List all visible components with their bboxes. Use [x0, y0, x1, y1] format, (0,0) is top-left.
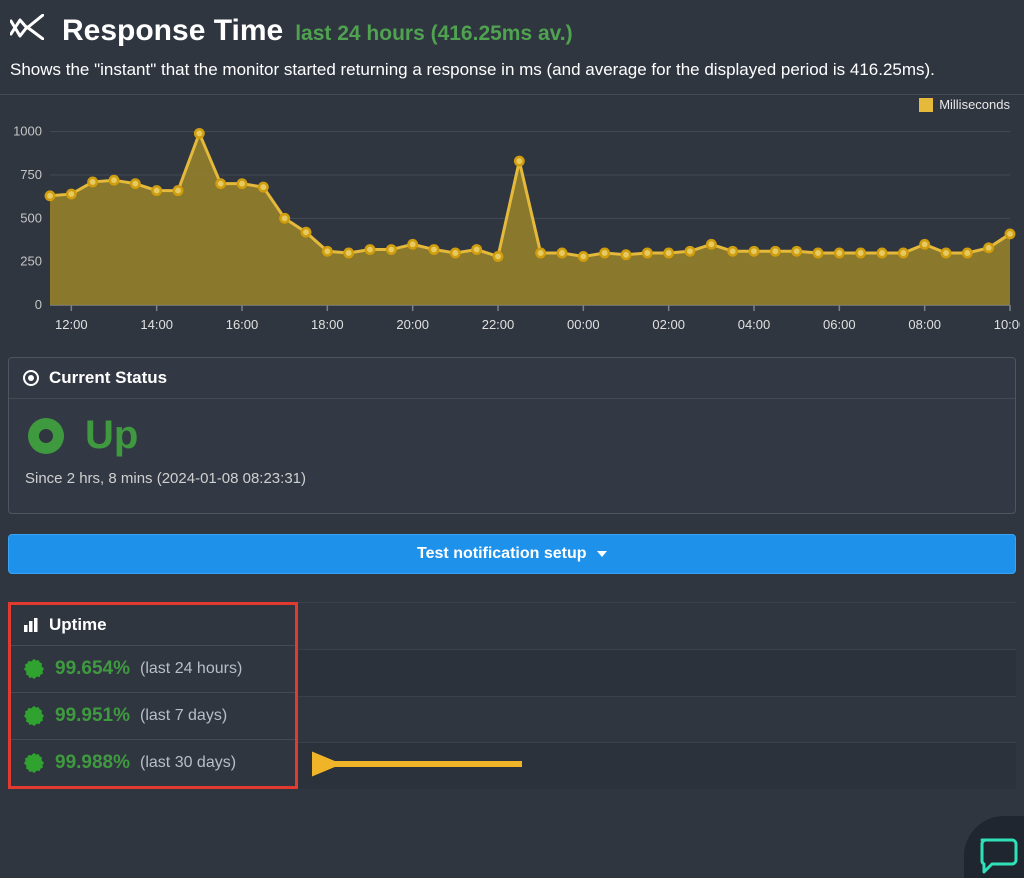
svg-text:18:00: 18:00	[311, 317, 344, 332]
uptime-period: (last 24 hours)	[140, 660, 242, 678]
status-since: Since 2 hrs, 8 mins (2024-01-08 08:23:31…	[25, 470, 999, 487]
uptime-percentage: 99.988%	[55, 752, 130, 774]
svg-text:20:00: 20:00	[396, 317, 429, 332]
svg-text:0: 0	[35, 297, 42, 312]
bars-icon	[23, 617, 39, 633]
svg-text:14:00: 14:00	[140, 317, 173, 332]
svg-text:00:00: 00:00	[567, 317, 600, 332]
caret-down-icon	[597, 545, 607, 562]
svg-text:02:00: 02:00	[652, 317, 685, 332]
chart-svg: 0 250 500 750 1000 12:00 14:00 16:00 18:00 20:00 2…	[4, 103, 1020, 343]
svg-text:250: 250	[20, 254, 42, 269]
svg-text:16:00: 16:00	[226, 317, 259, 332]
current-status-panel: Current Status Up Since 2 hrs, 8 mins (2…	[8, 357, 1016, 514]
record-icon	[23, 370, 39, 386]
seal-icon	[23, 752, 45, 774]
uptime-row: 99.654% (last 24 hours)	[11, 646, 295, 693]
svg-text:08:00: 08:00	[908, 317, 941, 332]
uptime-period: (last 7 days)	[140, 707, 227, 725]
chat-widget[interactable]	[964, 816, 1024, 878]
svg-text:22:00: 22:00	[482, 317, 515, 332]
svg-text:06:00: 06:00	[823, 317, 856, 332]
chat-icon	[976, 834, 1020, 874]
response-time-icon	[10, 14, 44, 45]
chart-legend: Milliseconds	[919, 97, 1010, 112]
legend-label: Milliseconds	[939, 97, 1010, 112]
status-label: Up	[85, 413, 138, 458]
uptime-section: Uptime 99.654% (last 24 hours) 99.951% (…	[8, 602, 1016, 789]
page-description: Shows the "instant" that the monitor sta…	[0, 56, 1024, 95]
test-notification-button[interactable]: Test notification setup	[8, 534, 1016, 574]
uptime-percentage: 99.951%	[55, 705, 130, 727]
seal-icon	[23, 705, 45, 727]
svg-text:12:00: 12:00	[55, 317, 88, 332]
uptime-stripes	[298, 602, 1016, 789]
status-up-icon	[25, 415, 67, 457]
svg-text:1000: 1000	[13, 124, 42, 139]
uptime-row: 99.988% (last 30 days)	[11, 740, 295, 786]
svg-text:04:00: 04:00	[738, 317, 771, 332]
seal-icon	[23, 658, 45, 680]
uptime-period: (last 30 days)	[140, 754, 236, 772]
current-status-title: Current Status	[49, 368, 167, 388]
response-time-chart: Milliseconds 0 250 500 750 1000 12:00 14:00 16:…	[0, 95, 1024, 343]
svg-text:500: 500	[20, 210, 42, 225]
uptime-title: Uptime	[49, 615, 107, 635]
uptime-panel: Uptime 99.654% (last 24 hours) 99.951% (…	[8, 602, 298, 789]
status-row: Up	[25, 413, 999, 458]
uptime-row: 99.951% (last 7 days)	[11, 693, 295, 740]
page-subtitle: last 24 hours (416.25ms av.)	[295, 22, 572, 46]
current-status-header: Current Status	[9, 358, 1015, 399]
svg-text:750: 750	[20, 167, 42, 182]
uptime-header: Uptime	[11, 605, 295, 646]
svg-text:10:00: 10:00	[994, 317, 1020, 332]
response-time-header: Response Time last 24 hours (416.25ms av…	[0, 0, 1024, 56]
uptime-percentage: 99.654%	[55, 658, 130, 680]
page-title: Response Time	[62, 14, 283, 48]
legend-swatch	[919, 98, 933, 112]
test-notification-label: Test notification setup	[417, 545, 586, 562]
